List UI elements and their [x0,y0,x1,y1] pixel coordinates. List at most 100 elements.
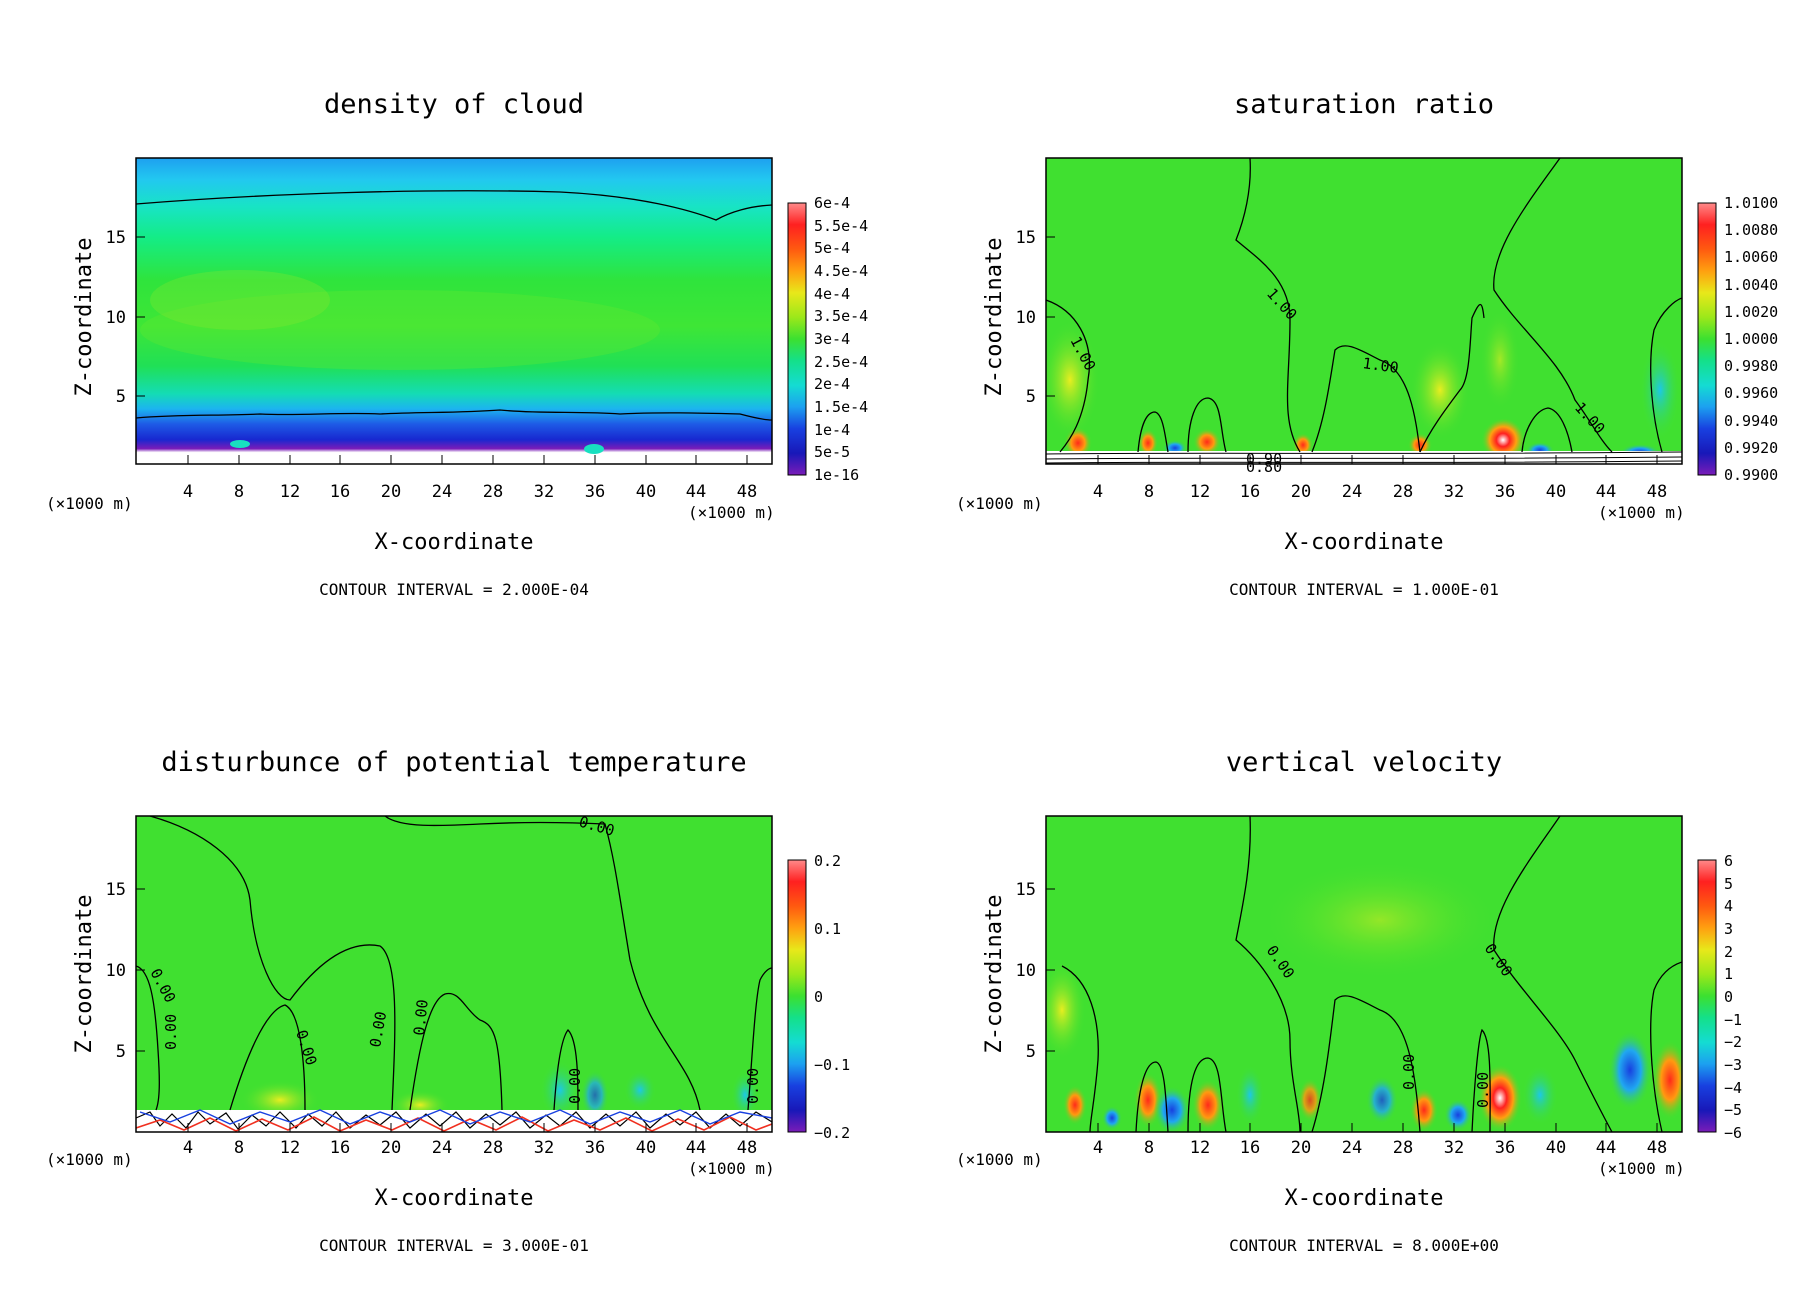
colorbar-label: 2.5e-4 [814,353,868,371]
colorbar-label: 4.5e-4 [814,262,868,280]
y-tick-label: 15 [1016,880,1036,900]
x-tick-label: 44 [1596,482,1616,502]
colorbar-label: 4 [1724,897,1733,915]
contour-label: 0.80 [1246,458,1282,476]
colorbar-label: −6 [1724,1124,1742,1142]
field-blob [1608,1030,1652,1110]
x-tick-label: 4 [183,482,193,502]
contour-line [1046,460,1682,464]
y-tick-label: 5 [1026,387,1036,407]
x-tick-label: 48 [737,482,757,502]
x-unit-label: (×1000 m) [46,1150,133,1169]
panel-title: saturation ratio [1234,89,1494,120]
y-tick-label: 10 [106,961,126,981]
contour-line [1135,1061,1169,1132]
y-ticks: 5 10 15 [106,228,145,407]
colorbar-label: 1.0060 [1724,248,1778,266]
contour-label: 0.00 [566,1068,584,1104]
x-unit-label: (×1000 m) [956,494,1043,513]
field-blob [1260,860,1500,980]
x-tick-label: 8 [1144,1138,1154,1158]
colorbar-label: 0.2 [814,852,841,870]
colorbar-label: 0 [814,988,823,1006]
colorbar-label: 3 [1724,920,1733,938]
x-tick-label: 20 [1291,1138,1311,1158]
colorbar-label: −4 [1724,1079,1742,1097]
x-tick-label: 24 [1342,1138,1362,1158]
colorbar-label: 6e-4 [814,194,850,212]
x-tick-label: 12 [1190,1138,1210,1158]
x-tick-label: 32 [1444,482,1464,502]
y-tick-label: 10 [1016,308,1036,328]
colorbar-label: −0.2 [814,1124,850,1142]
panel-title: disturbunce of potential temperature [161,747,746,778]
x-tick-label: 36 [1495,482,1515,502]
contour-label: 0.00 [1474,1072,1492,1108]
colorbar-label: 6 [1724,852,1733,870]
field-blob [731,1070,759,1120]
contour-line [384,816,701,1111]
x-tick-label: 40 [1546,482,1566,502]
x-tick-label: 20 [381,1138,401,1158]
colorbar-label: 1.5e-4 [814,398,868,416]
panel-density-of-cloud: density of cloud 4 8 12 16 20 24 28 32 3… [46,89,868,599]
contour-line [1046,456,1682,460]
colorbar-label: 0.9920 [1724,439,1778,457]
field-blob [624,1070,656,1110]
x-axis-label: X-coordinate [375,1186,534,1211]
colorbar: 6 5 4 3 2 1 0 −1 −2 −3 −4 −5 −6 [1697,852,1742,1142]
x-tick-label: 16 [1240,1138,1260,1158]
contour-line [1311,995,1421,1132]
x-ticks: 4 8 12 16 20 24 28 32 36 40 44 48 [1093,455,1667,502]
field-fill [136,816,772,1132]
colorbar: 6e-4 5.5e-4 5e-4 4.5e-4 4e-4 3.5e-4 3e-4… [787,194,868,484]
turbulence [139,1109,772,1125]
colorbar-label: 2e-4 [814,375,850,393]
field-blob [1640,340,1680,440]
colorbar-label: −0.1 [814,1056,850,1074]
panel-vertical-velocity: vertical velocity [956,747,1742,1255]
contour-line [136,409,772,421]
contour-line [1046,299,1090,453]
contour-label: 1.00 [1361,354,1399,377]
colorbar-label: 5 [1724,875,1733,893]
z-unit-label: (×1000 m) [1598,1159,1685,1178]
colorbar-label: 1.0040 [1724,276,1778,294]
field-blob [1410,1088,1438,1132]
turbulence [136,1116,772,1132]
panel-title: density of cloud [324,89,584,120]
x-tick-label: 40 [636,1138,656,1158]
x-tick-label: 40 [1546,1138,1566,1158]
x-tick-label: 40 [636,482,656,502]
colorbar-label: 0.9940 [1724,412,1778,430]
x-tick-label: 8 [234,482,244,502]
colorbar-label: 2 [1724,943,1733,961]
colorbar-fill [1697,202,1717,476]
y-tick-label: 5 [116,387,126,407]
colorbar-label: 1e-16 [814,466,859,484]
x-tick-label: 28 [483,482,503,502]
x-tick-label: 36 [585,482,605,502]
colorbar-label: 4e-4 [814,285,850,303]
y-tick-label: 15 [1016,228,1036,248]
colorbar-fill [1697,859,1717,1133]
contour-line [1493,816,1613,1132]
x-axis-label: X-coordinate [1285,530,1444,555]
y-tick-label: 5 [1026,1042,1036,1062]
x-tick-label: 12 [1190,482,1210,502]
x-tick-label: 4 [1093,482,1103,502]
x-tick-label: 24 [432,482,452,502]
x-tick-label: 12 [280,482,300,502]
y-tick-label: 10 [1016,961,1036,981]
colorbar-label: 1 [1724,965,1733,983]
field-blob [1366,1076,1398,1124]
contour-label: 0.00 [162,1014,180,1050]
x-tick-label: 4 [1093,1138,1103,1158]
contour-line [1137,411,1169,453]
z-unit-label: (×1000 m) [1598,503,1685,522]
y-ticks: 5 10 15 [1016,228,1055,407]
field-blob [1298,1078,1322,1122]
field-blob [150,270,330,330]
contour-line [1650,961,1682,1132]
contour-label: 0.00 [366,1010,390,1049]
